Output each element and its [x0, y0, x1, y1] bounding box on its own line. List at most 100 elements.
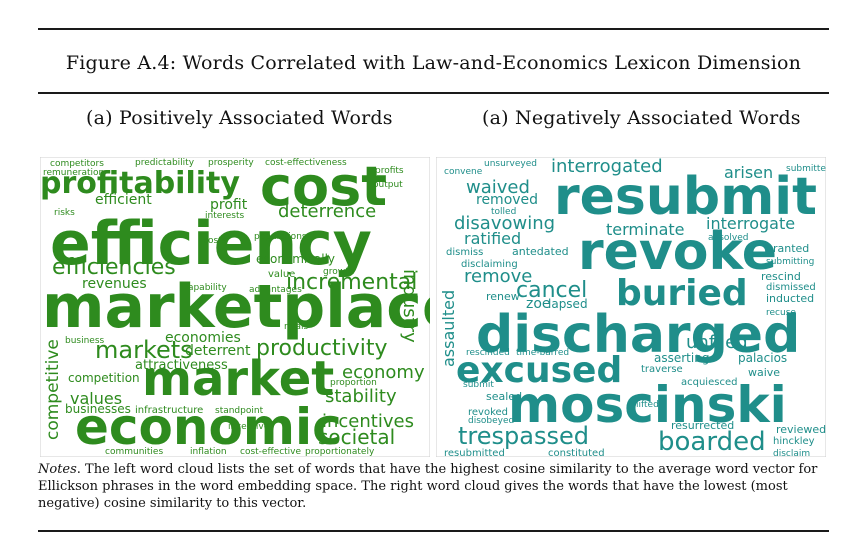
negative-cloud-word: disobeyed: [468, 416, 514, 426]
negative-cloud-word: granted: [766, 242, 809, 255]
positive-cloud-word: societal: [318, 425, 395, 449]
positive-cloud-word: efficient: [95, 192, 152, 208]
negative-cloud-word: recuse: [766, 308, 796, 318]
positive-cloud-word: profitability: [40, 166, 240, 201]
positive-cloud-word: economy: [342, 362, 425, 383]
negative-cloud-word: moscinski: [508, 376, 787, 434]
negative-cloud-word: rescinded: [466, 348, 510, 358]
negative-cloud-word: remove: [464, 266, 532, 287]
positive-cloud-word: efficiency: [50, 209, 372, 279]
positive-cloud-word: advantages: [249, 285, 302, 295]
negative-cloud-word: dismissed: [766, 282, 816, 293]
negative-cloud-word: buried: [616, 273, 748, 314]
top-rule: [38, 28, 829, 30]
positive-cloud-word: competition: [68, 371, 140, 385]
negative-cloud-word: submitting: [766, 257, 814, 267]
notes-text: . The left word cloud lists the set of w…: [38, 462, 818, 511]
negative-cloud-word: hinckley: [773, 436, 815, 447]
positive-cloud-word: market: [142, 351, 334, 407]
positive-cloud-word: communities: [105, 447, 163, 457]
positive-cloud-word: costs: [203, 236, 227, 246]
positive-cloud-word: revenues: [82, 276, 147, 292]
negative-cloud-word: asserting: [654, 351, 709, 365]
negative-cloud-word: sealed: [486, 390, 522, 403]
negative-cloud-word: tolled: [491, 207, 516, 217]
negative-cloud-word: lapsed: [548, 297, 588, 311]
negative-word-cloud-svg: unsurveyed interrogated arisen submitted con…: [436, 157, 826, 457]
negative-cloud-word: terminate: [606, 220, 685, 239]
positive-cloud-word: inflation: [190, 447, 227, 457]
negative-cloud-word: arisen: [724, 163, 773, 182]
positive-cloud-word: efficiencies: [52, 255, 176, 280]
title-rule: [38, 92, 829, 94]
right-subcaption: (a) Negatively Associated Words: [482, 107, 801, 129]
negative-cloud-word: disclaiming: [461, 259, 518, 270]
negative-cloud-word: disavowing: [454, 213, 555, 234]
positive-cloud-word: cost-effectiveness: [265, 158, 347, 168]
negative-cloud-word: waived: [466, 177, 530, 198]
negative-cloud-word: trespassed: [458, 422, 589, 450]
positive-cloud-word: economies: [165, 330, 241, 346]
negative-cloud-word: reviewed: [776, 423, 826, 436]
negative-cloud-word: revoked: [468, 407, 508, 418]
negative-cloud-word: discharged: [476, 305, 800, 365]
positive-cloud-word: competitors: [50, 159, 104, 169]
positive-cloud-word: predictability: [135, 158, 195, 168]
negative-cloud-word: resubmit: [554, 167, 817, 227]
negative-cloud-word: zoe: [526, 296, 551, 312]
negative-cloud-word: palacios: [738, 351, 787, 365]
positive-cloud-word: incentive: [228, 422, 270, 432]
positive-cloud-word: productivity: [256, 336, 388, 361]
negative-cloud-word: dismiss: [446, 247, 483, 258]
negative-cloud-word: revoke: [578, 222, 777, 282]
positive-cloud-word: businesses: [65, 402, 131, 416]
positive-cloud-word: infrastructure: [135, 405, 203, 416]
negative-cloud-word: cancel: [516, 278, 587, 303]
positive-cloud-word: standpoint: [215, 406, 264, 416]
positive-cloud-word: proportionately: [305, 447, 375, 457]
negative-cloud-word: resurrected: [671, 419, 734, 432]
positive-cloud-word: stability: [325, 386, 397, 407]
negative-cloud-word: antedated: [512, 245, 569, 258]
bottom-rule: [38, 530, 829, 532]
positive-cloud-word: competitive: [43, 339, 63, 440]
positive-cloud-word: incentives: [322, 411, 414, 432]
negative-cloud-word: constituted: [548, 448, 605, 457]
positive-cloud-word: economically: [256, 252, 335, 266]
positive-cloud-word: business: [65, 336, 105, 346]
negative-cloud-word: absolved: [708, 233, 749, 243]
negative-cloud-word: submitted: [786, 164, 826, 174]
positive-cloud-word: remuneration: [43, 168, 104, 178]
positive-cloud-word: markets: [95, 336, 193, 364]
negative-cloud-word: acquiesced: [681, 377, 737, 388]
positive-cloud-word: cost: [260, 157, 387, 218]
negative-cloud-word: unfiled: [686, 332, 748, 353]
positive-cloud-word: deterrence: [278, 201, 376, 222]
positive-cloud-word: industry: [399, 269, 420, 343]
negative-cloud-word: boarded: [658, 427, 766, 457]
negative-cloud-word: unsurveyed: [484, 159, 537, 169]
positive-cloud-word: rivals: [284, 322, 309, 332]
positive-cloud-word: incremental: [286, 270, 417, 295]
positive-cloud-word: output: [373, 180, 403, 190]
positive-cloud-word: growth: [323, 267, 354, 277]
positive-cloud-word: profits: [375, 166, 404, 176]
notes-label: Notes: [38, 462, 77, 477]
positive-cloud-word: interests: [205, 211, 245, 221]
left-subcaption: (a) Positively Associated Words: [86, 107, 393, 129]
positive-cloud-word: prosperity: [208, 158, 254, 168]
positive-cloud-word: cost-effective: [240, 447, 301, 457]
negative-cloud-word: interrogate: [706, 214, 795, 233]
negative-cloud-word: assaulted: [439, 290, 458, 367]
negative-cloud-word: disclaim: [773, 449, 810, 457]
negative-cloud-word: waive: [748, 366, 780, 379]
positive-cloud-word: attractiveness: [135, 358, 228, 373]
figure-title: Figure A.4: Words Correlated with Law-an…: [65, 52, 802, 74]
negative-cloud-word: traverse: [641, 364, 683, 375]
positive-cloud-word: capability: [183, 283, 227, 293]
figure-notes: Notes. The left word cloud lists the set…: [38, 461, 833, 512]
positive-cloud-word: risks: [54, 208, 75, 218]
negative-cloud-word: rescind: [761, 270, 801, 283]
positive-cloud-word: values: [70, 389, 122, 408]
positive-cloud-word: deterrent: [185, 343, 251, 359]
